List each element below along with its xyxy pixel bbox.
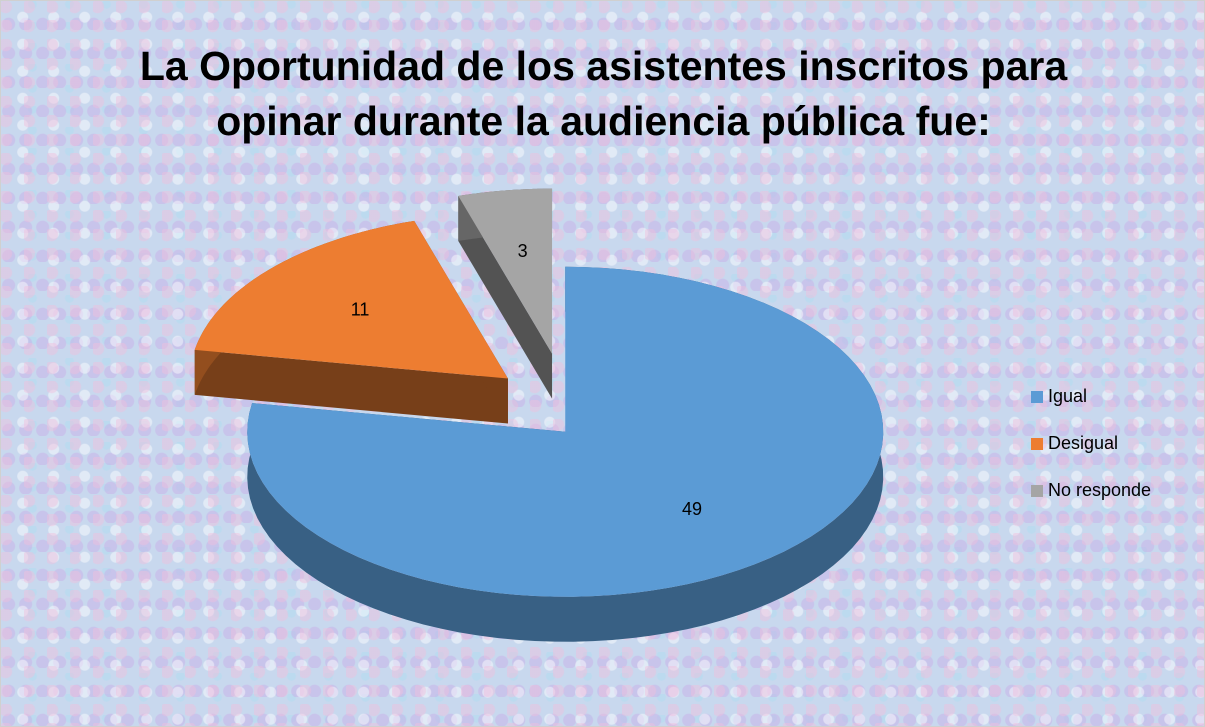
legend-swatch bbox=[1031, 391, 1043, 403]
legend-swatch bbox=[1031, 485, 1043, 497]
slice-wall bbox=[194, 349, 508, 424]
slice-top bbox=[458, 188, 553, 354]
chart-title: La Oportunidad de los asistentes inscrit… bbox=[139, 43, 1068, 144]
data-label: 49 bbox=[682, 499, 702, 519]
slice-top bbox=[247, 266, 884, 597]
legend-label: No responde bbox=[1048, 480, 1151, 500]
legend-label: Desigual bbox=[1048, 433, 1118, 453]
data-label: 3 bbox=[518, 241, 528, 261]
slice-top bbox=[194, 220, 508, 379]
slice-wall bbox=[458, 195, 553, 399]
pie-slice bbox=[247, 266, 884, 642]
pie-slice bbox=[458, 188, 553, 399]
data-label: 11 bbox=[351, 300, 370, 320]
legend-label: Igual bbox=[1048, 386, 1087, 406]
legend-swatch bbox=[1031, 438, 1043, 450]
pie-slice bbox=[194, 220, 508, 424]
